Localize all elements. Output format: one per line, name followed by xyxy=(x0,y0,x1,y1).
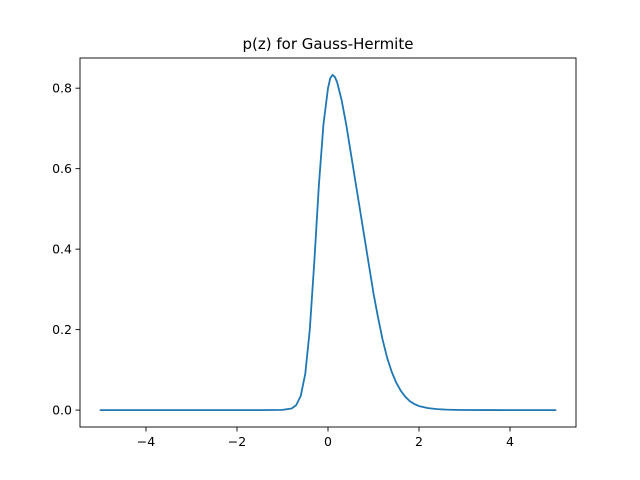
y-tick-label: 0.8 xyxy=(52,81,72,96)
x-tick-label: 4 xyxy=(506,434,514,449)
series-line-0 xyxy=(99,74,557,412)
x-tick-label: −2 xyxy=(228,434,246,449)
x-tick-label: −4 xyxy=(137,434,155,449)
plot-area: −4 −2 0 2 4 0.0 0.2 0.4 0.6 0.8 xyxy=(52,57,577,449)
y-tick-label: 0.2 xyxy=(52,322,72,337)
y-tick-label: 0.4 xyxy=(52,242,72,257)
y-tick-label: 0.6 xyxy=(52,161,72,176)
y-tick-label: 0.0 xyxy=(52,403,72,418)
chart-title: p(z) for Gauss-Hermite xyxy=(243,35,414,53)
x-tick-label: 0 xyxy=(324,434,332,449)
x-tick-label: 2 xyxy=(415,434,423,449)
